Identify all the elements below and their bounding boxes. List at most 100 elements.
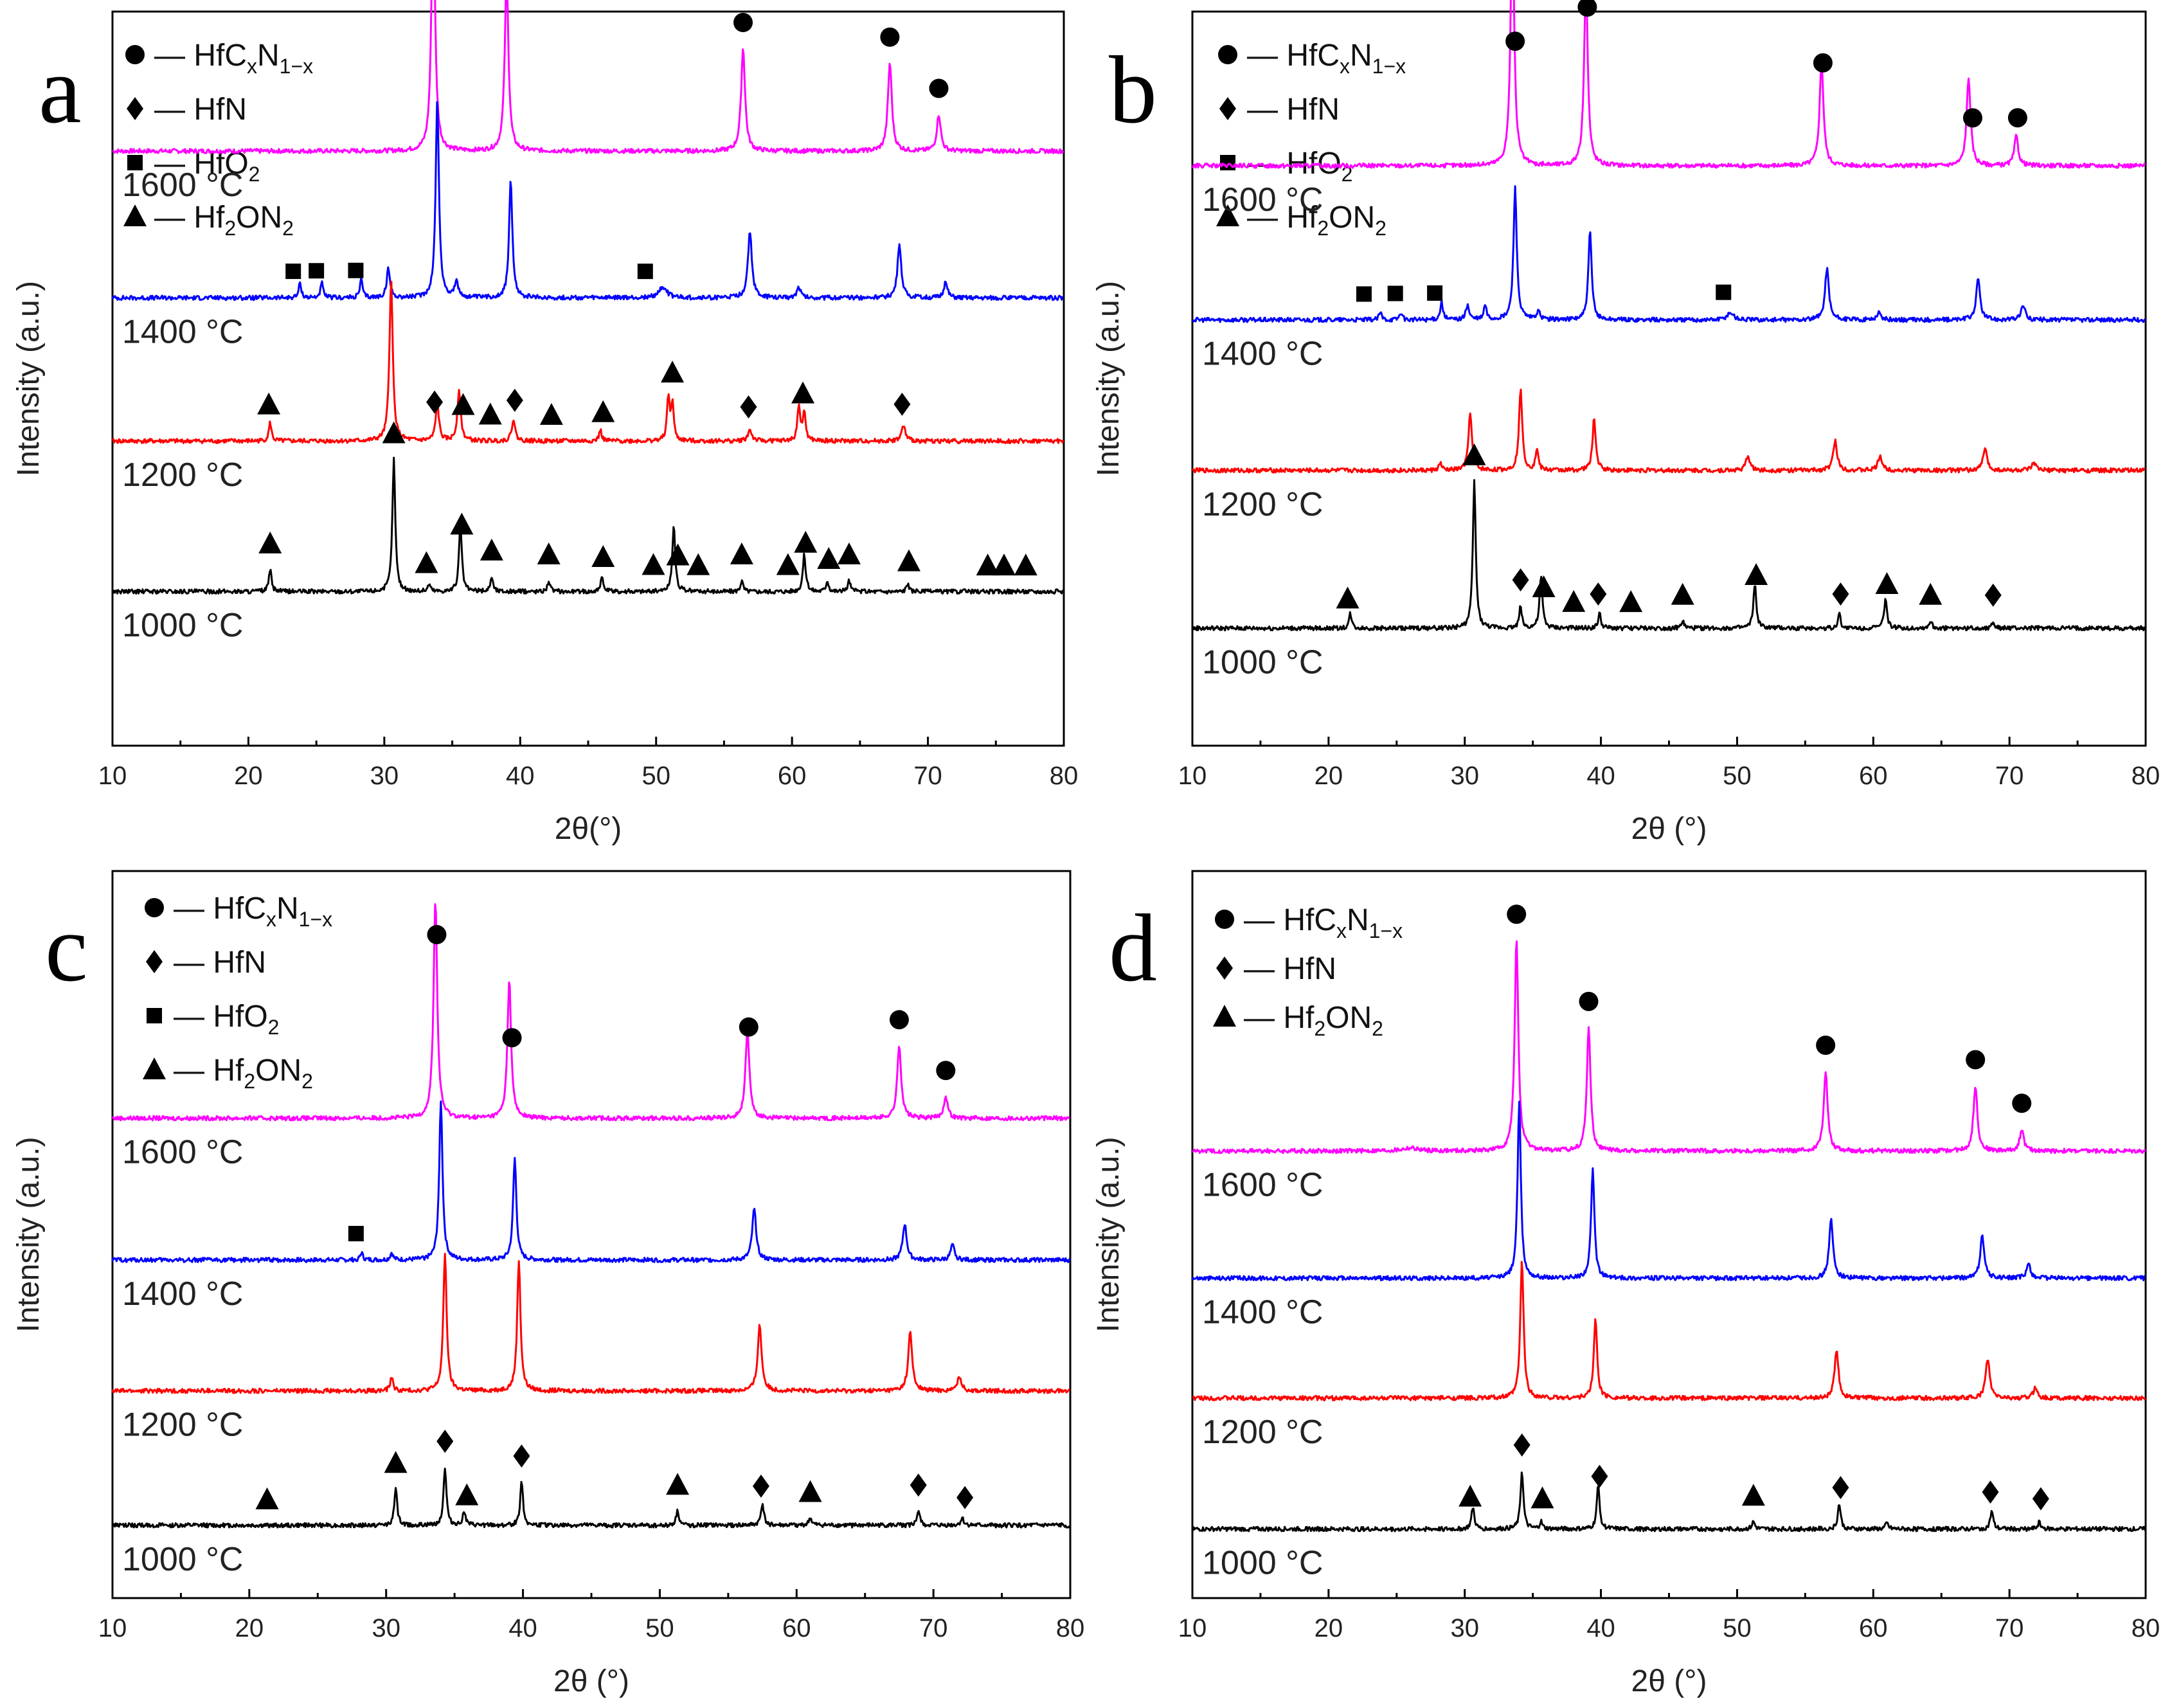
y-axis-label: Intensity (a.u.) [1091, 1137, 1126, 1332]
series-line [111, 1100, 1071, 1263]
diamond-phase-marker [910, 1473, 927, 1497]
legend-label: — HfN [1247, 93, 1340, 127]
triangle-phase-marker [837, 542, 861, 564]
diamond-phase-marker [2032, 1487, 2049, 1511]
circle-phase-marker [936, 1061, 956, 1081]
triangle-phase-marker [1014, 553, 1037, 576]
legend-circle-icon [1215, 910, 1234, 929]
triangle-phase-marker [450, 512, 474, 535]
series-line [1191, 0, 2146, 169]
legend-diamond-icon [127, 97, 143, 120]
square-phase-marker [1716, 284, 1732, 300]
diamond-phase-marker [426, 390, 444, 414]
series-temperature-label: 1600 °C [1202, 181, 1323, 219]
x-tick-label: 60 [1859, 1614, 1888, 1642]
legend-label: — HfCxN1−x [174, 892, 332, 931]
triangle-phase-marker [791, 381, 815, 404]
diamond-phase-marker [1590, 582, 1607, 606]
diamond-phase-marker [1591, 1464, 1608, 1488]
diamond-phase-marker [752, 1474, 769, 1498]
legend-square-icon [147, 1008, 162, 1023]
x-tick-label: 50 [645, 1614, 674, 1642]
series-temperature-label: 1000 °C [122, 607, 243, 644]
triangle-phase-marker [451, 393, 475, 415]
circle-phase-marker [1505, 31, 1525, 51]
triangle-phase-marker [1919, 582, 1943, 605]
x-tick-label: 40 [1586, 1614, 1615, 1642]
triangle-phase-marker [666, 1473, 690, 1495]
series-1400C: 1400 °C [111, 101, 1064, 350]
triangle-phase-marker [537, 542, 561, 564]
legend-label: — HfN [154, 93, 247, 127]
series-line [111, 456, 1064, 595]
triangle-phase-marker [776, 553, 800, 575]
series-line [112, 1468, 1071, 1529]
square-phase-marker [309, 263, 325, 279]
series-line [112, 0, 1064, 154]
legend-label: — Hf2ON2 [174, 1054, 313, 1093]
legend-entry: — HfN [1219, 93, 1340, 127]
triangle-phase-marker [642, 553, 665, 575]
x-tick-label: 70 [1995, 762, 2024, 790]
square-phase-marker [285, 264, 301, 280]
legend-label: — HfCxN1−x [154, 39, 313, 78]
square-phase-marker [637, 264, 653, 280]
series-1200C: 1200 °C [1192, 1261, 2146, 1451]
x-axis-label: 2θ (°) [553, 1664, 629, 1698]
series-line [111, 903, 1070, 1122]
y-axis-label: Intensity (a.u.) [1091, 281, 1126, 476]
x-tick-label: 50 [642, 762, 670, 790]
series-1400C: 1400 °C [111, 1100, 1071, 1313]
series-temperature-label: 1200 °C [122, 456, 243, 494]
legend-entry: — Hf2ON2 [123, 201, 294, 240]
legend-entry: — HfCxN1−x [1218, 39, 1406, 78]
x-tick-label: 60 [1859, 762, 1888, 790]
legend-circle-icon [1218, 45, 1237, 64]
square-phase-marker [1387, 285, 1403, 301]
triangle-phase-marker [794, 530, 818, 553]
x-axis-label: 2θ (°) [1631, 1664, 1707, 1698]
x-tick-label: 20 [1315, 762, 1343, 790]
series-1400C: 1400 °C [1191, 1101, 2146, 1331]
series-temperature-label: 1000 °C [122, 1541, 243, 1578]
diamond-phase-marker [513, 1444, 530, 1468]
circle-phase-marker [1813, 53, 1833, 73]
panel-b: 10 20 30 40 50 60 70 80 2θ (°) Intensity (a.u.) b —… [1091, 0, 2160, 846]
series-line [1191, 388, 2146, 474]
x-tick-label: 80 [1056, 1614, 1085, 1642]
legend-diamond-icon [1219, 97, 1236, 120]
series-temperature-label: 1000 °C [1202, 643, 1323, 681]
series-temperature-label: 1200 °C [1202, 1414, 1323, 1451]
diamond-phase-marker [436, 1430, 454, 1453]
series-line [1191, 1471, 2146, 1533]
series-line [111, 101, 1064, 301]
triangle-phase-marker [992, 553, 1016, 576]
circle-phase-marker [739, 1017, 758, 1037]
triangle-phase-marker [976, 553, 1000, 576]
x-tick-label: 30 [370, 762, 399, 790]
diamond-phase-marker [740, 395, 757, 419]
legend-entry: — Hf2ON2 [1213, 1001, 1383, 1040]
series-temperature-label: 1000 °C [1202, 1545, 1323, 1582]
triangle-phase-marker [1532, 575, 1556, 597]
circle-phase-marker [2012, 1093, 2032, 1113]
diamond-phase-marker [1512, 568, 1529, 592]
panel-d: 10 20 30 40 50 60 70 80 2θ (°) Intensity (a.u.) d —… [1091, 870, 2160, 1698]
triangle-phase-marker [591, 400, 615, 422]
triangle-phase-marker [1462, 443, 1486, 465]
legend-entry: — Hf2ON2 [1216, 201, 1387, 240]
series-temperature-label: 1600 °C [122, 166, 243, 204]
panel-letter: c [45, 895, 88, 1002]
series-line [1191, 185, 2146, 323]
diamond-phase-marker [506, 388, 523, 412]
series-1200C: 1200 °C [1191, 388, 2146, 523]
triangle-phase-marker [382, 421, 406, 444]
x-tick-label: 70 [913, 762, 942, 790]
legend-label: — HfCxN1−x [1247, 39, 1406, 78]
panel-a: 10 20 30 40 50 60 70 80 2θ(°) Intensity (a.u.) a — … [12, 0, 1078, 846]
circle-phase-marker [733, 13, 753, 33]
triangle-phase-marker [258, 531, 282, 553]
x-tick-label: 60 [778, 762, 807, 790]
x-tick-label: 40 [1586, 762, 1615, 790]
x-axis-label: 2θ(°) [555, 812, 622, 846]
